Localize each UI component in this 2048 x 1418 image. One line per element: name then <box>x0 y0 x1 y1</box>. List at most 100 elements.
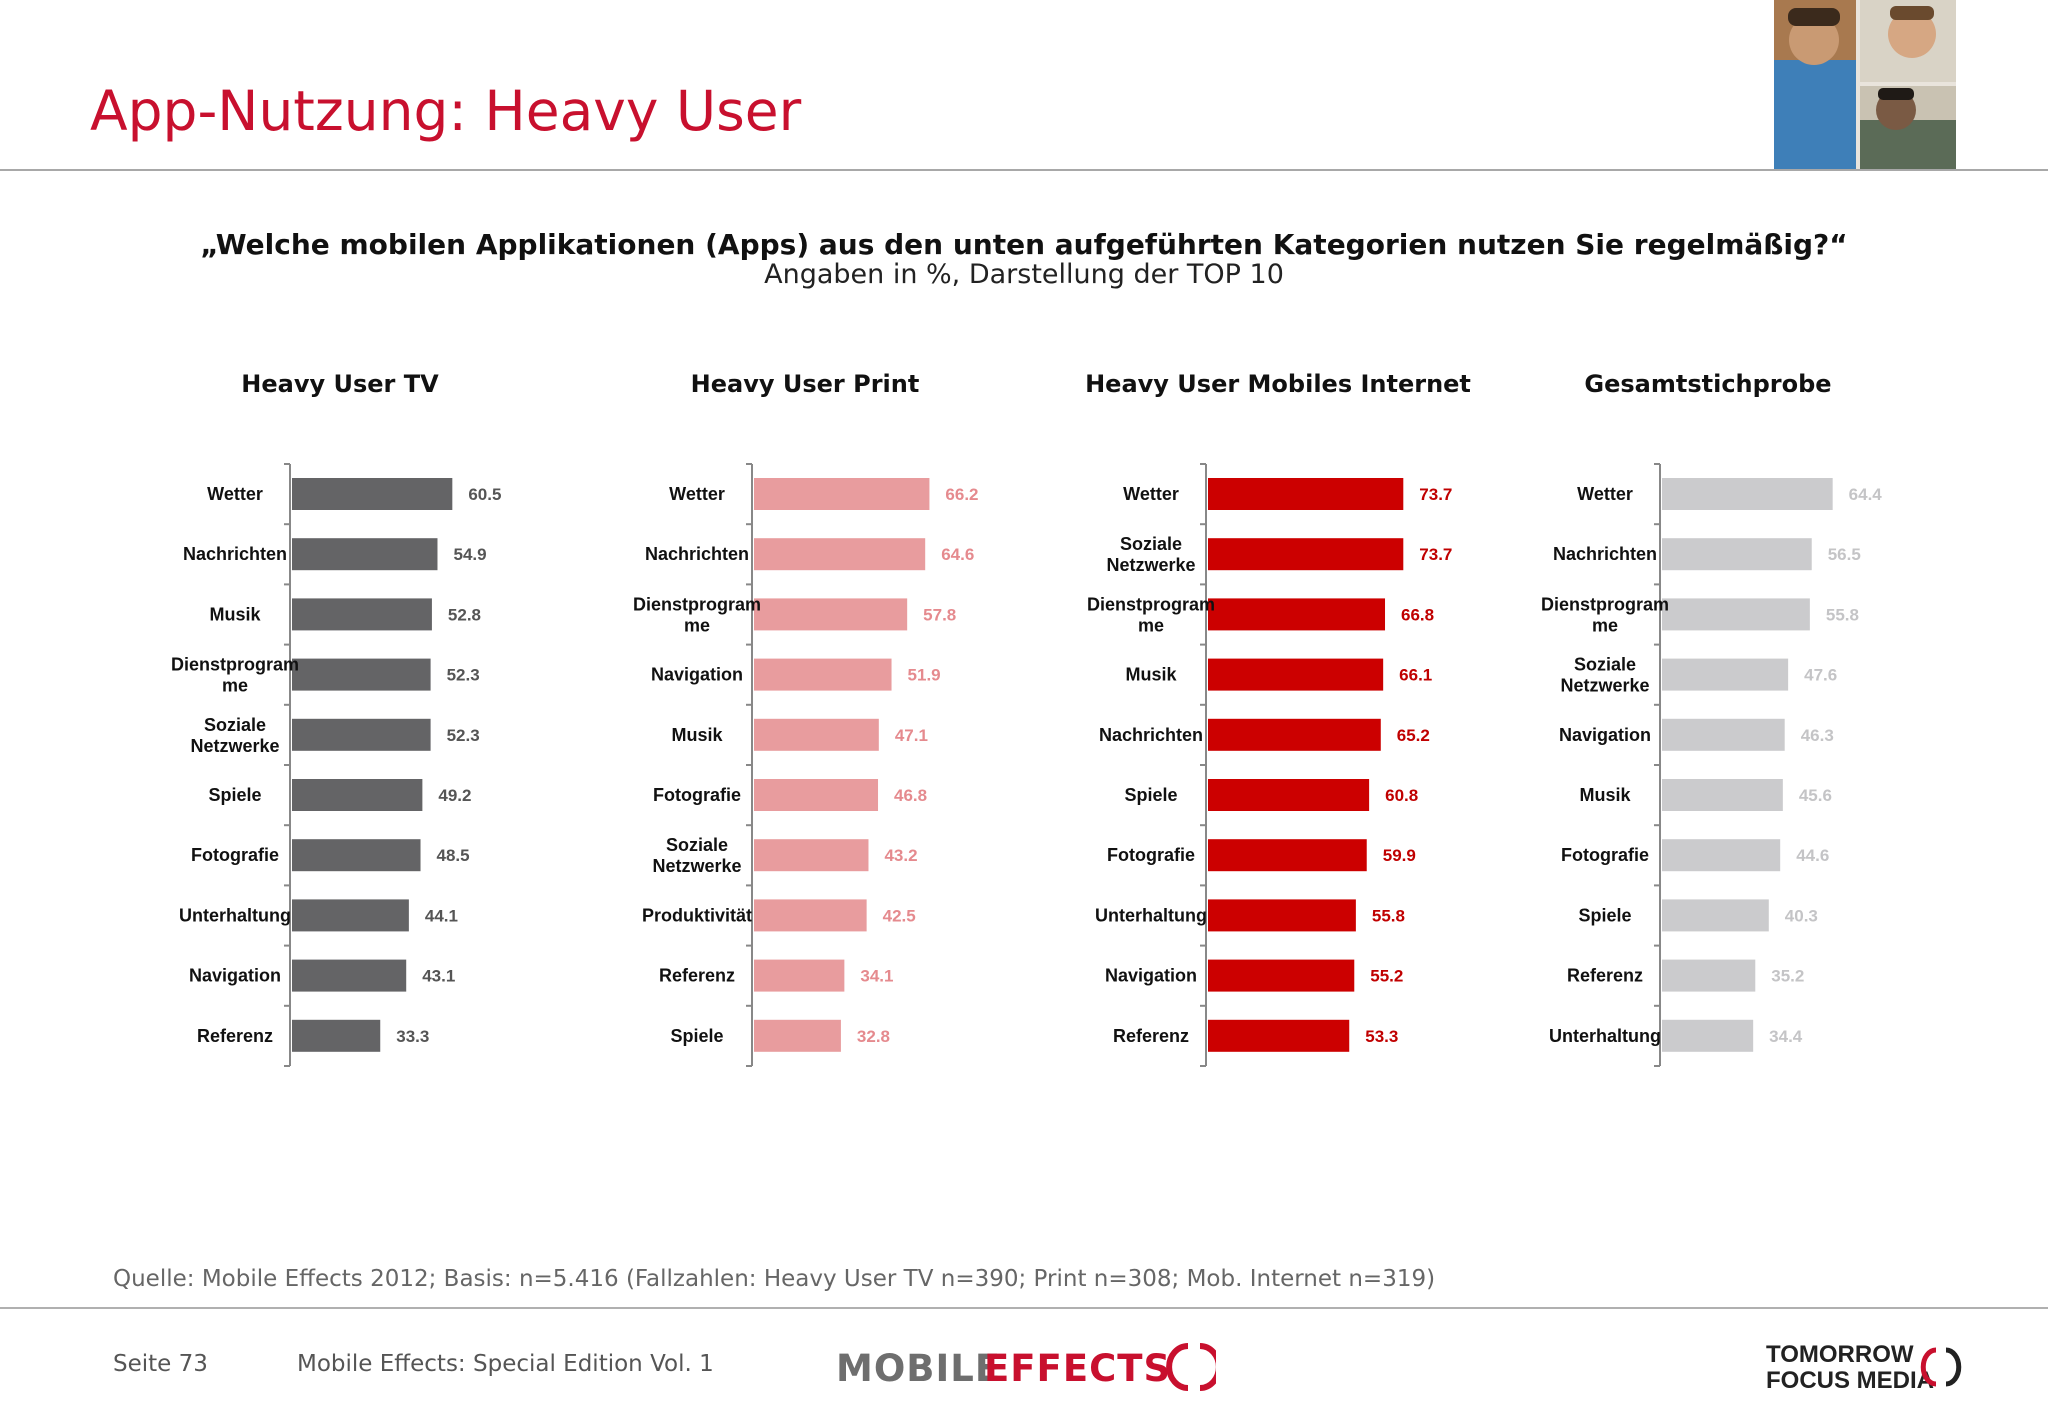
category-label: Musik <box>1579 785 1631 805</box>
bar <box>1662 839 1781 872</box>
category-label: Navigation <box>189 966 281 986</box>
category-label: Navigation <box>1105 966 1197 986</box>
bar <box>292 839 421 872</box>
data-label: 48.5 <box>437 846 470 865</box>
category-label: Fotografie <box>191 845 279 865</box>
bar <box>754 658 892 691</box>
bar <box>754 718 879 751</box>
category-label: Dienstprogram me <box>1087 594 1215 635</box>
category-label: Soziale Netzwerke <box>1560 655 1649 696</box>
bar <box>292 779 423 811</box>
category-label: Referenz <box>1113 1026 1189 1046</box>
category-label: Unterhaltung <box>179 905 291 925</box>
category-label: Spiele <box>1578 905 1631 925</box>
data-label: 51.9 <box>908 666 941 685</box>
bar <box>754 478 930 510</box>
data-label: 64.4 <box>1849 485 1883 504</box>
category-label: Dienstprogram me <box>633 594 761 635</box>
bar <box>1208 1019 1350 1052</box>
data-label: 52.8 <box>448 605 481 624</box>
svg-text:EFFECTS: EFFECTS <box>984 1347 1171 1390</box>
data-label: 52.3 <box>447 666 480 685</box>
bar <box>1208 779 1370 811</box>
data-label: 47.1 <box>895 726 928 745</box>
category-label: Nachrichten <box>645 544 749 564</box>
bar <box>1662 658 1789 691</box>
bar <box>754 959 845 992</box>
bar <box>292 899 409 932</box>
chart-title: Heavy User TV <box>241 370 439 398</box>
bar <box>1208 839 1367 872</box>
tomorrow-focus-media-logo: TOMORROW FOCUS MEDIA <box>1766 1341 1962 1394</box>
data-label: 66.2 <box>945 485 978 504</box>
category-label: Referenz <box>197 1026 273 1046</box>
category-label: Soziale Netzwerke <box>652 835 741 876</box>
bar <box>292 959 407 992</box>
category-label: Nachrichten <box>1099 725 1203 745</box>
category-label: Wetter <box>207 484 263 504</box>
category-label: Wetter <box>1123 484 1179 504</box>
data-label: 66.8 <box>1401 605 1434 624</box>
bar <box>292 1019 381 1052</box>
data-label: 64.6 <box>941 545 974 564</box>
survey-question: „Welche mobilen Applikationen (Apps) aus… <box>200 228 1848 261</box>
data-label: 54.9 <box>453 545 486 564</box>
data-label: 32.8 <box>857 1027 890 1046</box>
chart-title: Gesamtstichprobe <box>1584 370 1831 398</box>
category-label: Musik <box>671 725 723 745</box>
chart-subtitle: Angaben in %, Darstellung der TOP 10 <box>764 259 1284 290</box>
data-label: 53.3 <box>1365 1027 1398 1046</box>
svg-text:FOCUS MEDIA: FOCUS MEDIA <box>1766 1367 1934 1394</box>
bar <box>292 658 431 691</box>
bar <box>292 478 453 510</box>
data-label: 57.8 <box>923 605 956 624</box>
page-number: Seite 73 <box>113 1351 208 1377</box>
bar <box>754 598 908 631</box>
bar <box>1662 899 1769 932</box>
data-label: 55.8 <box>1826 605 1859 624</box>
bar <box>1208 718 1381 751</box>
data-label: 47.6 <box>1804 666 1837 685</box>
bar <box>1208 959 1355 992</box>
svg-text:TOMORROW: TOMORROW <box>1766 1341 1914 1368</box>
category-label: Soziale Netzwerke <box>190 715 279 756</box>
data-label: 35.2 <box>1771 967 1804 986</box>
bar <box>1208 478 1404 510</box>
category-label: Dienstprogram me <box>1541 594 1669 635</box>
category-label: Produktivität <box>642 905 752 925</box>
category-label: Referenz <box>1567 966 1643 986</box>
data-label: 66.1 <box>1399 666 1432 685</box>
bar <box>292 538 438 571</box>
svg-text:MOBILE: MOBILE <box>836 1347 1001 1390</box>
data-label: 34.4 <box>1769 1027 1803 1046</box>
category-label: Spiele <box>670 1026 723 1046</box>
bar <box>1208 598 1386 631</box>
data-label: 55.2 <box>1370 967 1403 986</box>
bar <box>1208 899 1356 932</box>
header-photo <box>1774 0 1956 169</box>
category-label: Spiele <box>1124 785 1177 805</box>
bar <box>754 779 879 811</box>
category-label: Spiele <box>208 785 261 805</box>
category-label: Musik <box>1125 665 1177 685</box>
bar <box>292 598 432 631</box>
bar <box>1662 598 1810 631</box>
data-label: 44.1 <box>425 906 458 925</box>
bar <box>1662 538 1812 571</box>
bar <box>292 718 431 751</box>
chart-title: Heavy User Print <box>691 370 920 398</box>
data-label: 73.7 <box>1419 545 1452 564</box>
category-label: Dienstprogram me <box>171 655 299 696</box>
title-divider <box>0 169 2048 171</box>
category-label: Fotografie <box>1561 845 1649 865</box>
bar <box>754 1019 841 1052</box>
category-label: Navigation <box>651 665 743 685</box>
mobile-effects-logo: MOBILE EFFECTS <box>836 1343 1216 1391</box>
chart-title: Heavy User Mobiles Internet <box>1085 370 1471 398</box>
data-label: 45.6 <box>1799 786 1832 805</box>
data-label: 42.5 <box>883 906 916 925</box>
data-label: 43.1 <box>422 967 455 986</box>
category-label: Fotografie <box>653 785 741 805</box>
bar <box>1208 538 1404 571</box>
data-label: 34.1 <box>860 967 893 986</box>
